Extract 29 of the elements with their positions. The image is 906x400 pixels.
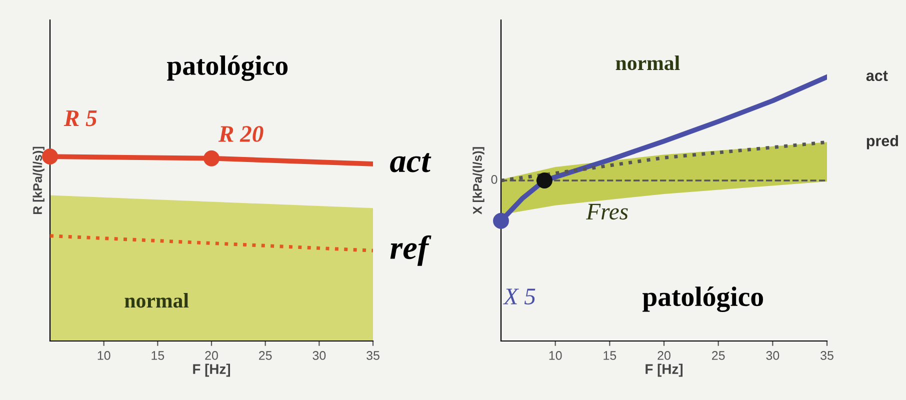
text: normal [616,55,680,70]
x-tick-label: 35 [366,351,380,360]
annotation: Fres [586,204,628,220]
annotation: R 20 [218,126,264,142]
series-label: act [390,153,432,172]
x-tick-label: 35 [820,351,834,360]
y-axis-title: X [kPa/(l/s)] [472,147,484,214]
text: patológico [167,55,288,81]
x-tick-label: 25 [712,351,725,360]
x-tick-label: 10 [98,351,110,360]
text: pred [866,135,898,150]
x-tick-label: 15 [152,351,164,360]
annotation: X 5 [502,288,536,304]
y-axis-title: R [kPa/(l/s)] [32,146,44,214]
ref-line-label: 0 [491,175,498,184]
annotation: R 5 [64,110,97,126]
x-tick-label: 30 [312,351,326,360]
x-tick-label: 15 [604,351,616,360]
annotation: normal [124,293,189,308]
series-label: ref [390,235,432,266]
x-tick-label: 25 [259,351,272,360]
text: patológico [642,286,764,312]
x-tick-label: 30 [766,351,780,360]
x-axis-title: F [Hz] [193,364,230,377]
x-axis-title: F [Hz] [646,364,683,377]
x-tick-label: 10 [549,351,562,360]
x-tick-label: 20 [205,351,218,360]
text: act [866,70,888,82]
x-tick-label: 20 [658,351,670,360]
